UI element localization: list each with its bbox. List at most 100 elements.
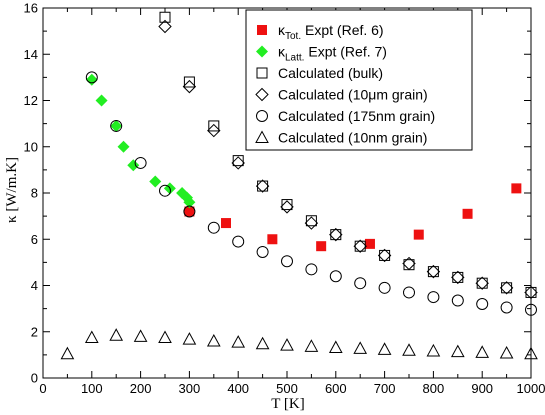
data-point [475, 276, 489, 290]
data-point [182, 79, 197, 94]
legend-marker [256, 45, 268, 58]
data-point [524, 346, 538, 360]
x-tick-label: 600 [325, 381, 347, 396]
x-tick-label: 500 [276, 381, 298, 396]
data-point [451, 294, 464, 307]
data-point [378, 281, 391, 294]
data-point [60, 346, 75, 360]
x-tick-label: 200 [130, 381, 152, 396]
data-point [427, 266, 439, 278]
data-point [524, 285, 538, 300]
x-tick-label: 1000 [517, 381, 545, 396]
data-point [305, 215, 317, 227]
data-point [134, 156, 147, 169]
series-5 [60, 328, 538, 360]
data-point [95, 94, 108, 107]
data-point [525, 303, 537, 316]
data-point [232, 235, 245, 248]
legend-marker [256, 67, 268, 79]
data-point [304, 216, 319, 230]
y-tick-label: 14 [24, 47, 38, 62]
data-point [402, 256, 416, 271]
data-point [110, 119, 123, 132]
x-tick-label: 800 [423, 381, 445, 396]
legend-label: Calculated (bulk) [278, 65, 383, 81]
x-tick-label: 300 [179, 381, 201, 396]
data-point [158, 19, 172, 34]
series-4 [85, 71, 537, 316]
y-tick-label: 12 [24, 93, 38, 108]
data-point [426, 264, 441, 279]
data-point [183, 196, 196, 209]
x-tick-label: 100 [81, 381, 103, 396]
data-point [84, 330, 99, 344]
data-point [221, 218, 231, 229]
data-point [476, 277, 488, 289]
data-point [256, 245, 269, 258]
x-tick-label: 0 [39, 381, 46, 396]
data-point [475, 345, 490, 358]
data-point [330, 229, 342, 241]
data-point [158, 330, 172, 344]
x-tick-label: 900 [471, 381, 493, 396]
data-point [377, 342, 392, 355]
data-point [281, 255, 293, 268]
data-point [476, 298, 489, 310]
data-point [500, 301, 513, 314]
data-point [304, 339, 319, 352]
legend-marker [255, 87, 269, 102]
data-point [127, 159, 140, 172]
data-point [452, 271, 464, 283]
data-point [353, 341, 368, 354]
data-point [403, 286, 415, 299]
y-tick-label: 8 [31, 186, 38, 201]
data-point [451, 270, 465, 285]
legend-label: κLatt. Expt (Ref. 7) [278, 44, 387, 64]
data-point [232, 155, 244, 167]
legend-label: Calculated (175nm grain) [278, 108, 435, 124]
data-point [402, 343, 416, 356]
x-axis-title: T [K] [271, 396, 304, 412]
data-point [353, 239, 367, 253]
data-point [267, 234, 278, 245]
data-point [427, 291, 440, 304]
data-point [207, 123, 221, 138]
data-point [316, 241, 327, 252]
data-point [257, 180, 269, 192]
x-tick-label: 700 [374, 381, 396, 396]
data-point [499, 281, 514, 295]
data-point [85, 73, 98, 86]
data-point [462, 208, 473, 219]
y-tick-label: 6 [31, 232, 38, 247]
legend-label: Calculated (10μm grain) [278, 87, 428, 103]
data-point [329, 227, 343, 242]
legend-marker [255, 130, 269, 143]
data-point [133, 329, 148, 342]
data-point [183, 205, 196, 218]
y-axis-title: κ [W/m.K] [4, 157, 20, 223]
data-point [255, 179, 270, 193]
legend-box [245, 9, 473, 151]
data-point [117, 140, 130, 153]
data-point [280, 338, 294, 351]
data-point [183, 76, 195, 88]
data-point [182, 332, 197, 345]
data-point [231, 156, 245, 170]
y-tick-label: 16 [24, 1, 38, 16]
legend-marker [256, 110, 268, 122]
series-1 [85, 73, 196, 209]
legend-marker [257, 25, 267, 35]
data-point [525, 286, 537, 298]
data-point [450, 344, 465, 358]
data-point [206, 333, 221, 347]
data-point [354, 277, 367, 290]
data-point [231, 335, 246, 348]
legend-label: κTot. Expt (Ref. 6) [278, 22, 384, 42]
data-point [501, 282, 513, 294]
data-point [364, 238, 375, 249]
data-point [354, 240, 366, 252]
data-point [184, 206, 195, 217]
legend-label: Calculated (10nm grain) [278, 130, 427, 146]
y-tick-label: 2 [31, 324, 38, 339]
